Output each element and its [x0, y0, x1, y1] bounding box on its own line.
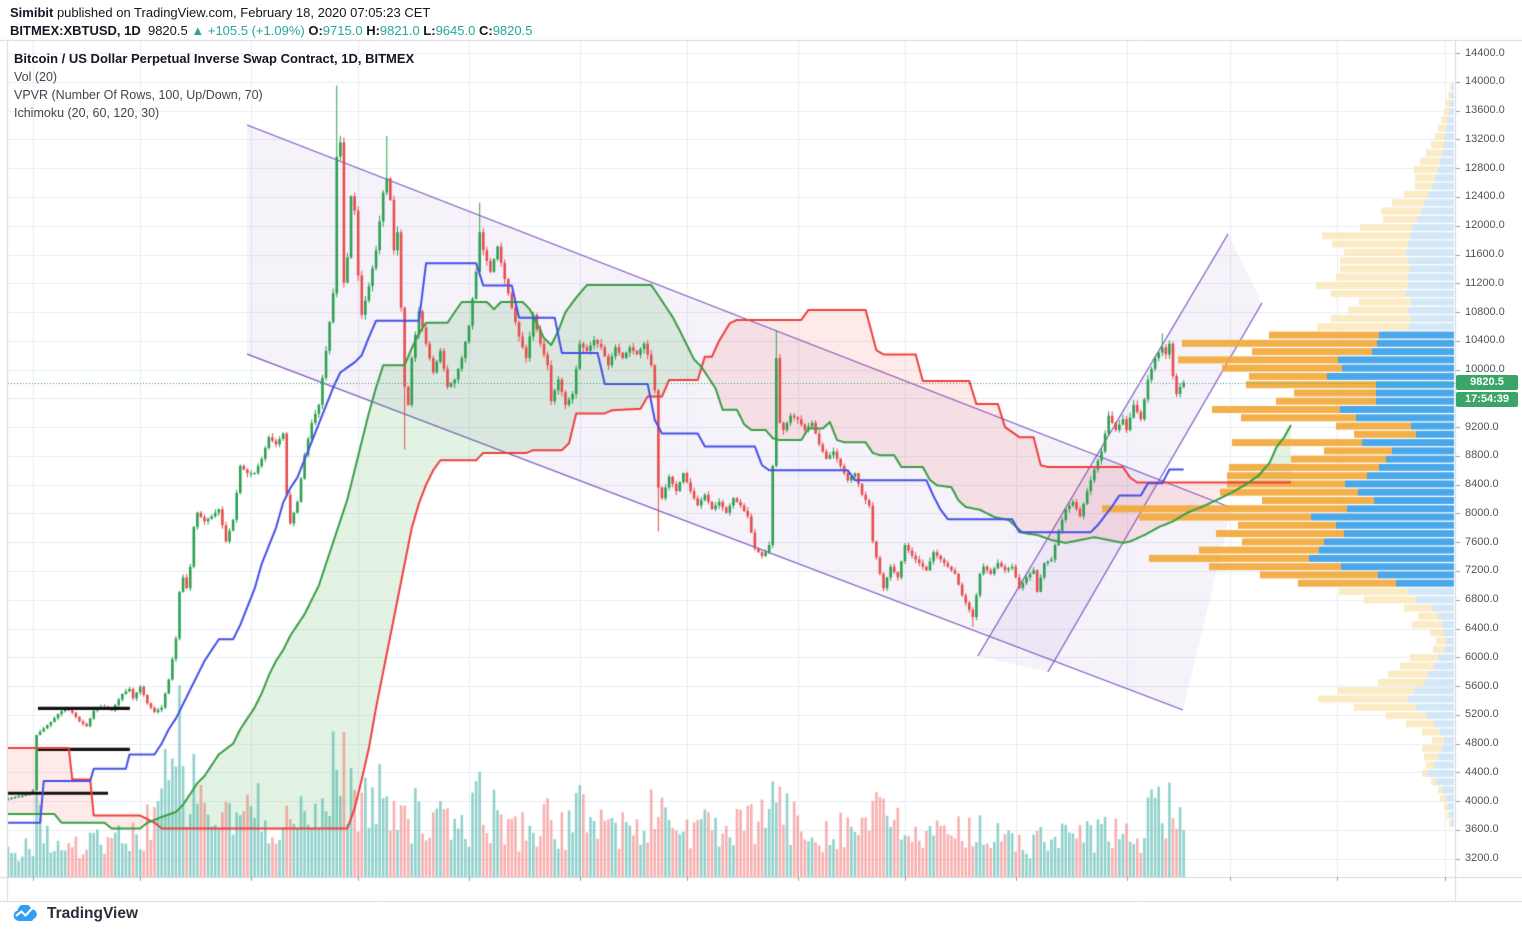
- price-tick-label: 3600.0: [1465, 823, 1499, 836]
- chart-legend: Bitcoin / US Dollar Perpetual Inverse Sw…: [14, 50, 414, 122]
- open-label: O:: [308, 23, 323, 38]
- price-tick-label: 4400.0: [1465, 765, 1499, 778]
- price-tick-label: 5200.0: [1465, 708, 1499, 721]
- price-tick-label: 12800.0: [1465, 161, 1505, 174]
- price-tick-label: 9200.0: [1465, 420, 1499, 433]
- price-tick-label: 10000.0: [1465, 363, 1505, 376]
- price-tick-label: 4000.0: [1465, 794, 1499, 807]
- price-tick-label: 6400.0: [1465, 622, 1499, 635]
- price-tick-label: 10800.0: [1465, 305, 1505, 318]
- indicator-ichimoku[interactable]: Ichimoku (20, 60, 120, 30): [14, 106, 160, 120]
- last-price: 9820.5: [147, 23, 188, 38]
- low-value: 9645.0: [435, 23, 476, 38]
- publish-info: Simibit published on TradingView.com, Fe…: [10, 5, 430, 20]
- price-tick-label: 11200.0: [1465, 276, 1504, 289]
- price-tick-label: 13600.0: [1465, 104, 1505, 117]
- open-value: 9715.0: [322, 23, 363, 38]
- low-label: L:: [423, 23, 436, 38]
- price-tick-label: 12000.0: [1465, 219, 1505, 232]
- publish-text: published on TradingView.com, February 1…: [53, 5, 431, 20]
- price-tick-label: 13200.0: [1465, 132, 1505, 145]
- price-tick-label: 7600.0: [1465, 535, 1499, 548]
- current-price-badge: 9820.5: [1456, 375, 1518, 390]
- author-name: Simibit: [10, 5, 54, 20]
- up-arrow-icon: ▲: [191, 23, 205, 38]
- price-tick-label: 11600.0: [1465, 248, 1504, 260]
- price-tick-label: 8400.0: [1465, 478, 1499, 491]
- price-change: +105.5 (+1.09%): [207, 23, 305, 38]
- price-tick-label: 10400.0: [1465, 334, 1505, 347]
- price-tick-label: 4800.0: [1465, 737, 1499, 750]
- price-tick-label: 12400.0: [1465, 190, 1505, 203]
- price-tick-label: 14000.0: [1465, 75, 1505, 88]
- symbol-ohlc-row: BITMEX:XBTUSD, 1D 9820.5 ▲ +105.5 (+1.09…: [10, 23, 532, 38]
- price-tick-label: 3200.0: [1465, 852, 1499, 865]
- price-tick-label: 8000.0: [1465, 506, 1499, 519]
- indicator-vol[interactable]: Vol (20): [14, 70, 58, 84]
- high-label: H:: [366, 23, 380, 38]
- price-tick-label: 14400.0: [1465, 46, 1505, 59]
- price-tick-label: 6000.0: [1465, 650, 1499, 663]
- price-tick-label: 8800.0: [1465, 449, 1499, 462]
- price-tick-label: 6800.0: [1465, 593, 1499, 606]
- price-tick-label: 5600.0: [1465, 679, 1499, 692]
- tradingview-logo[interactable]: TradingView: [12, 905, 138, 923]
- high-value: 9821.0: [379, 23, 420, 38]
- symbol-interval: BITMEX:XBTUSD, 1D: [10, 23, 141, 38]
- time-axis[interactable]: AprMayJunJulAugSepOctNovDec2020FebMarApr…: [0, 877, 1455, 901]
- tradingview-logo-text: TradingView: [47, 905, 139, 922]
- close-value: 9820.5: [492, 23, 533, 38]
- tradingview-cloud-icon: [13, 905, 37, 921]
- indicator-vpvr[interactable]: VPVR (Number Of Rows, 100, Up/Down, 70): [14, 88, 263, 102]
- price-tick-label: 7200.0: [1465, 564, 1499, 577]
- bar-countdown-badge: 17:54:39: [1456, 392, 1518, 407]
- chart-title[interactable]: Bitcoin / US Dollar Perpetual Inverse Sw…: [14, 51, 415, 66]
- close-label: C:: [478, 23, 493, 38]
